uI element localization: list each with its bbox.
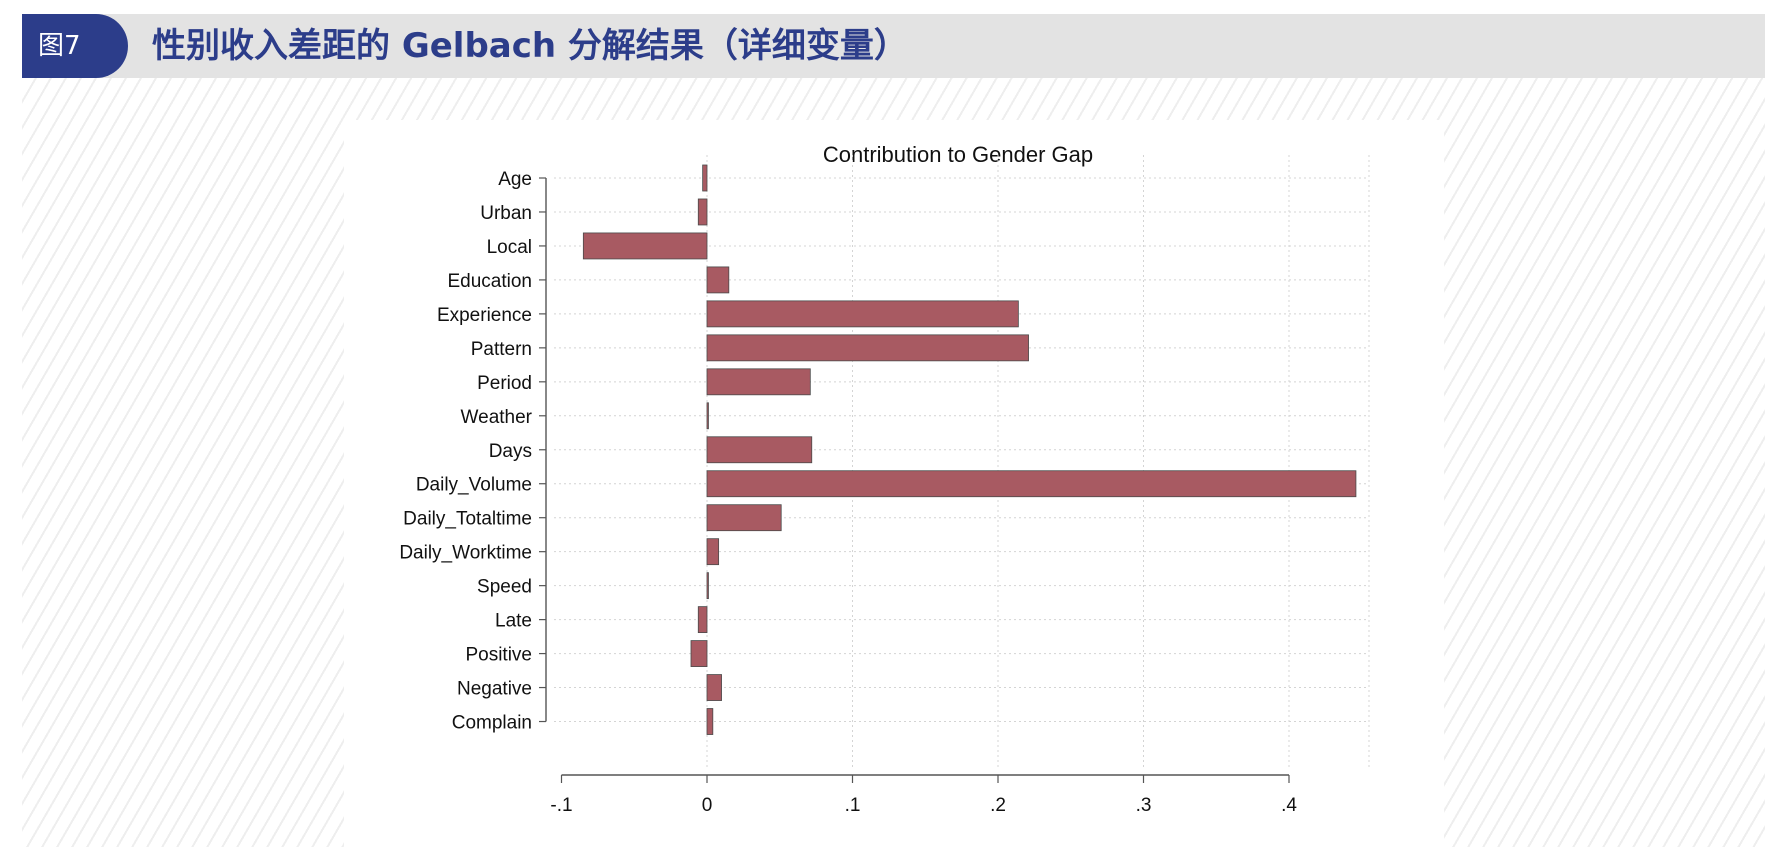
figure-number-badge: 图7 xyxy=(22,14,128,78)
x-tick-label: .1 xyxy=(845,795,861,816)
x-tick-label: .2 xyxy=(990,795,1006,816)
bar-late xyxy=(697,606,708,634)
figure-header: 图7 性别收入差距的 Gelbach 分解结果（详细变量） xyxy=(22,14,1765,78)
bar-chart: Contribution to Gender Gap Age Urban Local… xyxy=(399,142,1370,816)
chart-panel: Contribution to Gender Gap Age Urban Local… xyxy=(344,120,1444,847)
bar-days xyxy=(706,436,813,464)
bar-speed xyxy=(706,572,709,600)
x-tick-label: -.1 xyxy=(550,795,572,816)
y-tick-label: Daily_Totaltime xyxy=(403,509,532,530)
y-tick-label: Experience xyxy=(437,305,532,326)
y-tick-label: Local xyxy=(487,237,532,258)
bar-urban xyxy=(697,198,708,226)
y-axis: Age Urban Local Education Experience Pattern P… xyxy=(399,169,547,734)
x-tick-label: .4 xyxy=(1281,795,1297,816)
bars xyxy=(582,164,1357,735)
y-tick-label: Late xyxy=(495,611,532,632)
y-tick-label: Pattern xyxy=(471,339,532,360)
y-tick-label: Daily_Worktime xyxy=(399,543,532,564)
y-tick-label: Speed xyxy=(477,577,532,598)
bar-daily-totaltime xyxy=(706,504,782,532)
bar-complain xyxy=(706,708,714,735)
bar-local xyxy=(582,232,708,260)
bar-education xyxy=(706,266,730,294)
y-tick-label: Negative xyxy=(457,679,532,700)
y-tick-label: Positive xyxy=(465,645,532,666)
y-tick-label: Age xyxy=(498,169,532,190)
y-tick-label: Education xyxy=(447,271,532,292)
grid-horizontal xyxy=(554,177,1369,723)
bar-weather xyxy=(706,402,709,430)
bar-period xyxy=(706,368,811,396)
bar-positive xyxy=(690,640,708,667)
y-tick-label: Complain xyxy=(452,713,532,734)
bar-negative xyxy=(706,674,722,701)
bar-pattern xyxy=(706,334,1029,362)
x-tick-label: .3 xyxy=(1136,795,1152,816)
y-tick-label: Urban xyxy=(480,203,532,224)
bar-experience xyxy=(706,300,1019,328)
bar-daily-worktime xyxy=(706,538,720,566)
y-tick-label: Weather xyxy=(461,407,533,428)
bar-age xyxy=(702,164,708,192)
bar-daily-volume xyxy=(706,470,1357,498)
chart-title: Contribution to Gender Gap xyxy=(823,142,1093,167)
x-axis: -.1 0 .1 .2 .3 .4 xyxy=(550,774,1297,816)
x-tick-label: 0 xyxy=(702,795,713,816)
y-tick-label: Days xyxy=(489,441,532,462)
y-tick-label: Period xyxy=(477,373,532,394)
y-tick-label: Daily_Volume xyxy=(416,475,532,496)
figure-title: 性别收入差距的 Gelbach 分解结果（详细变量） xyxy=(152,26,908,66)
